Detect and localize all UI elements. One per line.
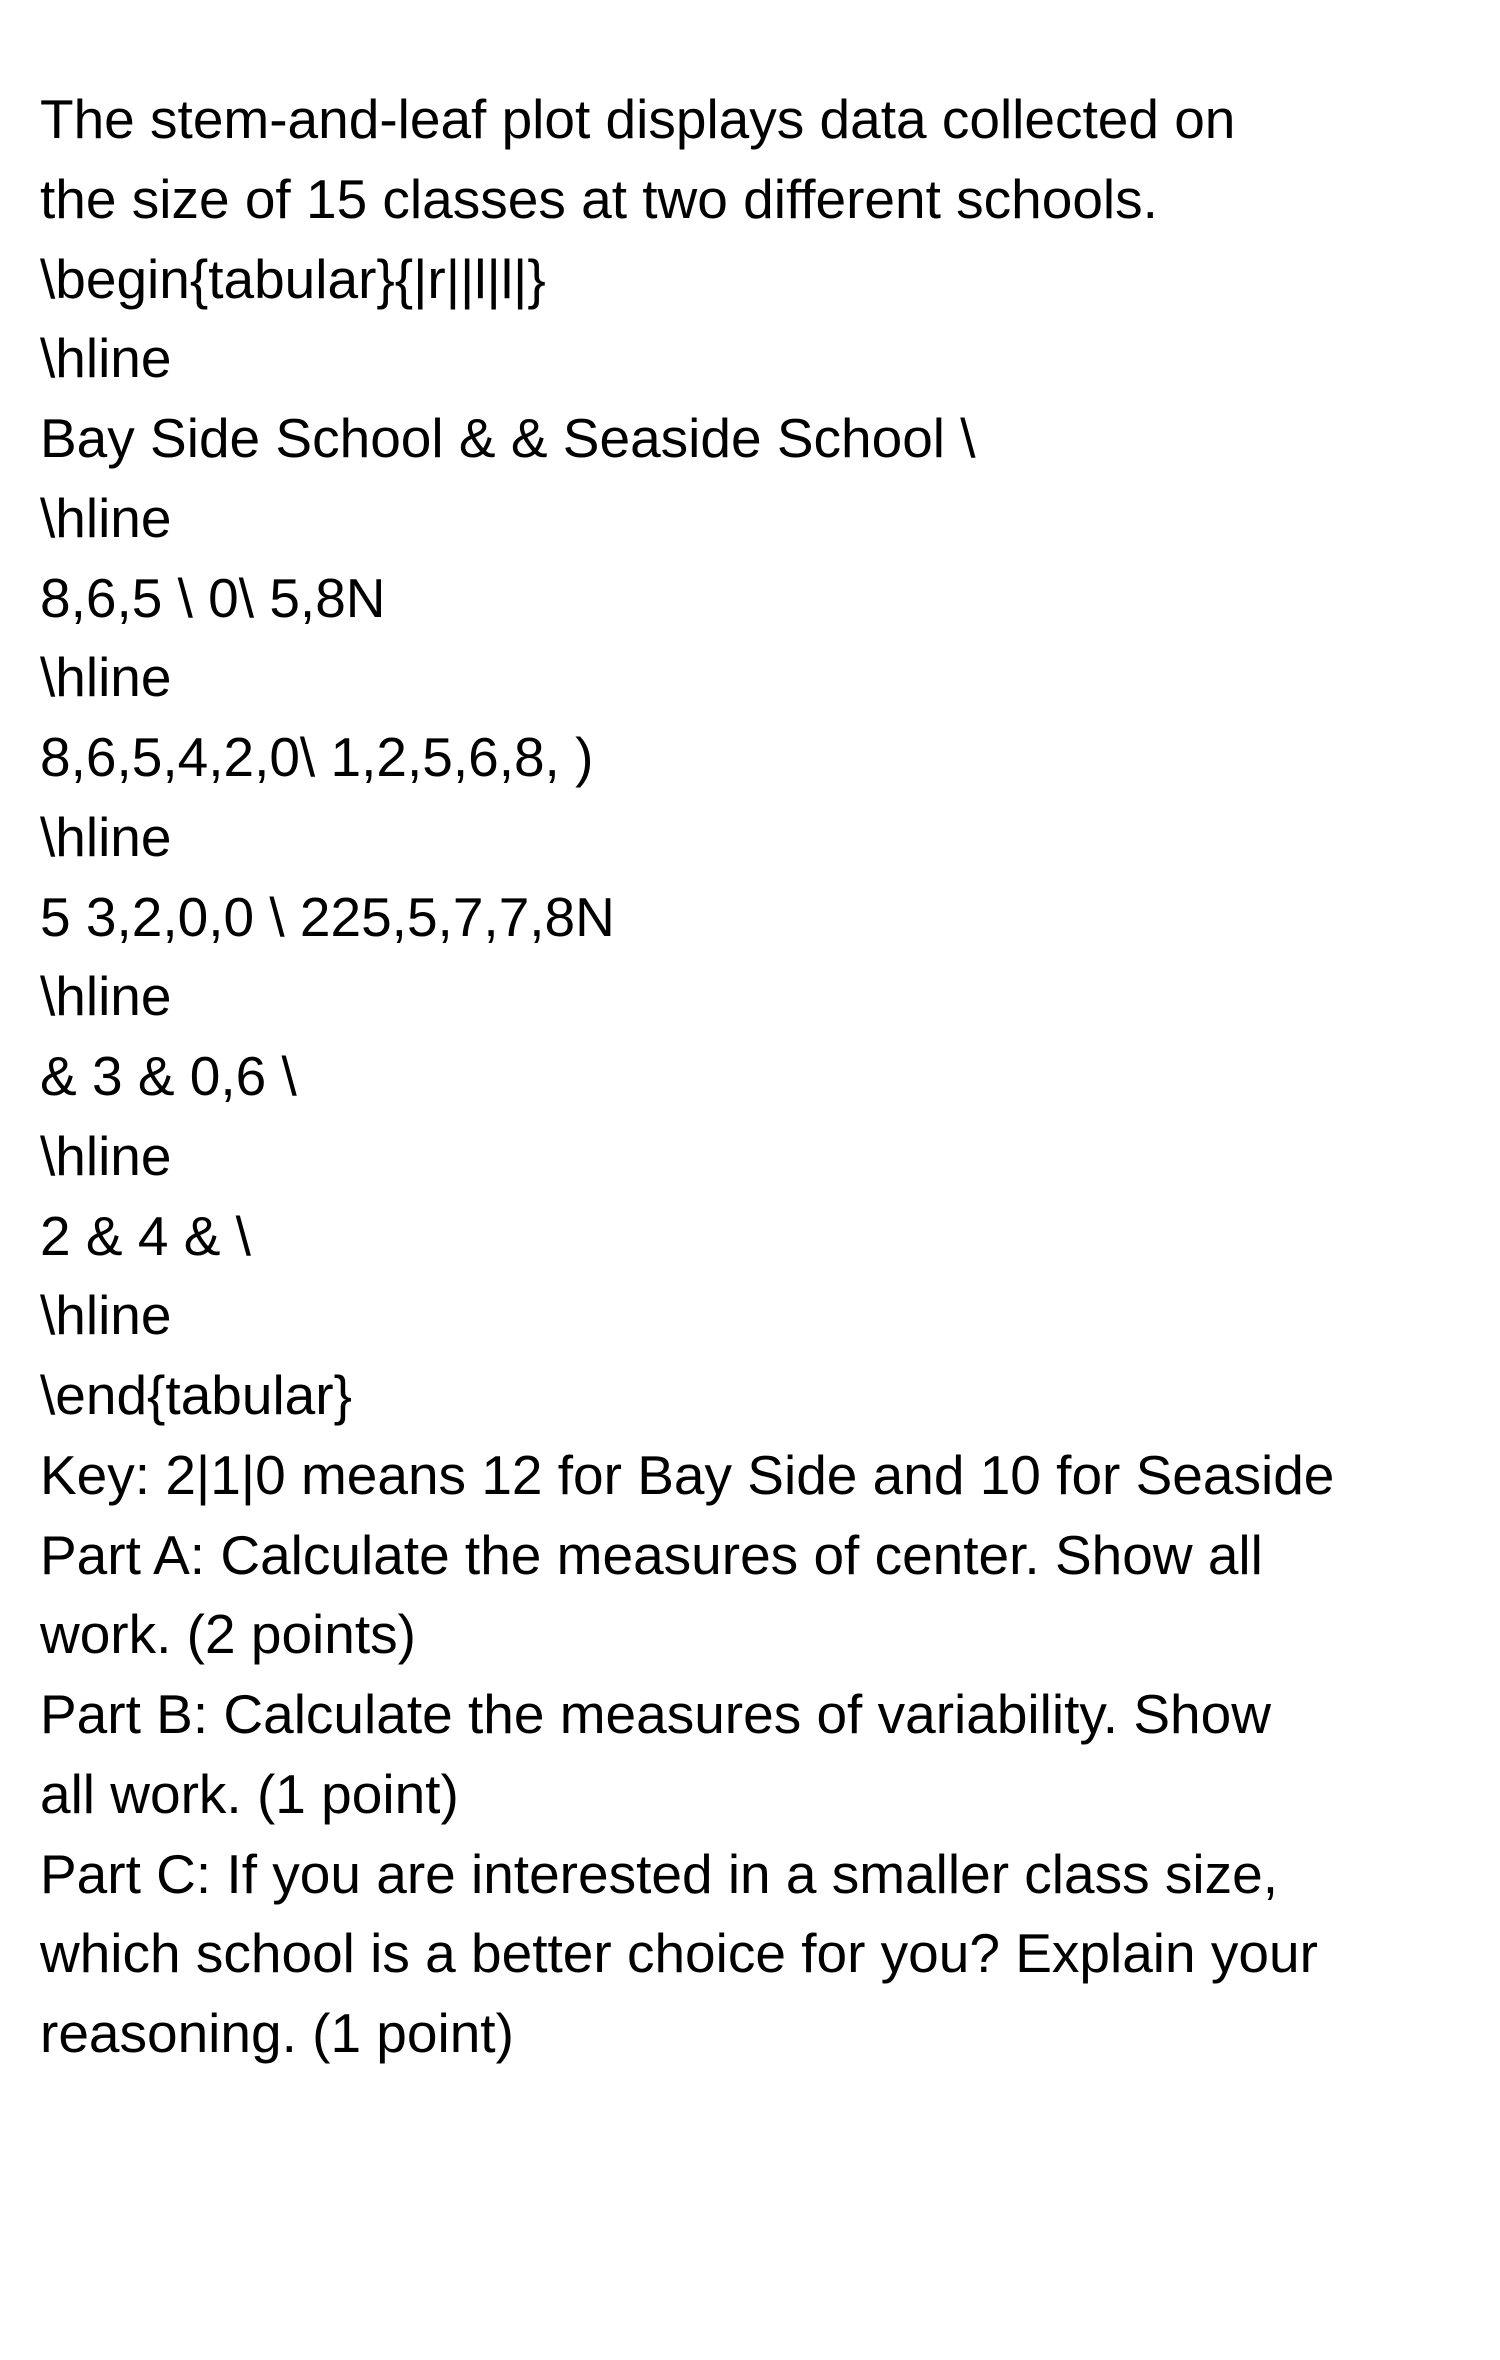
part-a-line-1: Part A: Calculate the measures of center… [40, 1516, 1460, 1596]
intro-line-1: The stem-and-leaf plot displays data col… [40, 80, 1460, 160]
hline-5: \hline [40, 957, 1460, 1037]
hline-3: \hline [40, 638, 1460, 718]
hline-7: \hline [40, 1276, 1460, 1356]
table-header-row: Bay Side School & & Seaside School \ [40, 399, 1460, 479]
table-row-stem-0: 8,6,5 \ 0\ 5,8N [40, 559, 1460, 639]
hline-1: \hline [40, 319, 1460, 399]
part-a-line-2: work. (2 points) [40, 1595, 1460, 1675]
problem-text-block: The stem-and-leaf plot displays data col… [0, 0, 1500, 2154]
table-row-stem-3: & 3 & 0,6 \ [40, 1037, 1460, 1117]
table-row-stem-1: 8,6,5,4,2,0\ 1,2,5,6,8, ) [40, 718, 1460, 798]
key-line: Key: 2|1|0 means 12 for Bay Side and 10 … [40, 1436, 1460, 1516]
tabular-begin: \begin{tabular}{|r||l|l|} [40, 240, 1460, 320]
hline-4: \hline [40, 798, 1460, 878]
part-c-line-3: reasoning. (1 point) [40, 1994, 1460, 2074]
tabular-end: \end{tabular} [40, 1356, 1460, 1436]
intro-line-2: the size of 15 classes at two different … [40, 160, 1460, 240]
table-row-stem-4: 2 & 4 & \ [40, 1197, 1460, 1277]
part-b-line-2: all work. (1 point) [40, 1755, 1460, 1835]
part-c-line-1: Part C: If you are interested in a small… [40, 1835, 1460, 1915]
part-b-line-1: Part B: Calculate the measures of variab… [40, 1675, 1460, 1755]
part-c-line-2: which school is a better choice for you?… [40, 1914, 1460, 1994]
hline-2: \hline [40, 479, 1460, 559]
table-row-stem-2: 5 3,2,0,0 \ 225,5,7,7,8N [40, 878, 1460, 958]
hline-6: \hline [40, 1117, 1460, 1197]
